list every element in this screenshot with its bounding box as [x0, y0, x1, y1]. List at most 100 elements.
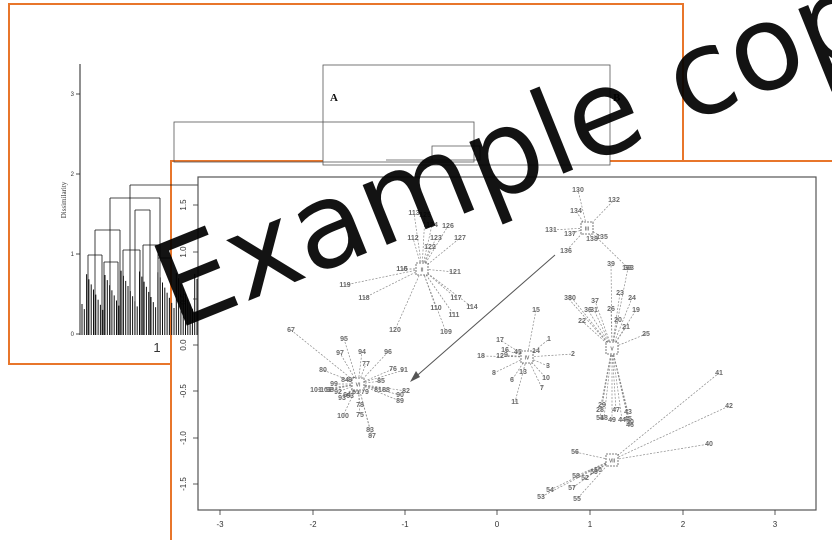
cluster-edge [493, 356, 528, 374]
node-label: 92 [334, 389, 342, 396]
cluster-edge [610, 263, 613, 349]
node-label: 4 [514, 349, 518, 356]
node-label: 117 [450, 295, 461, 302]
subfigure-inner-frame [173, 121, 475, 163]
node-label: 98 [326, 387, 334, 394]
node-label: 55 [573, 496, 581, 503]
node-label: 126 [442, 223, 454, 230]
node-label: 3 [546, 363, 550, 370]
node-label: 22 [578, 318, 586, 325]
node-label: 137 [564, 231, 576, 238]
node-label: 84 [341, 377, 349, 384]
cluster-edge [567, 297, 613, 349]
subfigure-label-b: B [613, 92, 621, 104]
node-label: 53 [537, 494, 545, 501]
cluster-edge [569, 227, 588, 235]
node-label: 122 [424, 244, 436, 251]
node-label: 49 [608, 417, 616, 424]
node-label: 134 [570, 208, 582, 215]
node-label: 94 [358, 349, 366, 356]
node-label: 60 [594, 467, 602, 474]
x-tick-label: 1 [588, 520, 593, 529]
cluster-center-box [415, 262, 429, 276]
x-tick-label: -1 [401, 520, 409, 529]
node-label: 15 [532, 307, 540, 314]
node-label: 76 [389, 366, 397, 373]
node-label: 138 [586, 236, 598, 243]
dendrogram-y-tick-label: 0 [71, 332, 75, 338]
node-label: 41 [715, 370, 723, 377]
cluster-edge [342, 383, 359, 417]
cluster-center-box [520, 350, 534, 364]
dendrogram-y-tick-label: 2 [71, 172, 75, 178]
y-tick-label: -0.5 [179, 384, 188, 398]
node-label: 48 [600, 415, 608, 422]
node-label: 36 [584, 307, 592, 314]
node-label: 43 [624, 409, 632, 416]
arrowhead [410, 371, 420, 382]
cluster-center-box [580, 221, 594, 235]
node-label: 12 [496, 353, 504, 360]
cluster-edge [611, 292, 621, 349]
node-label: 78 [356, 402, 364, 409]
node-label: 13 [519, 369, 527, 376]
node-label: 33 [624, 265, 632, 272]
node-label: 6 [510, 377, 514, 384]
node-label: 19 [632, 307, 640, 314]
node-label: 123 [430, 235, 442, 242]
node-label: 42 [725, 403, 733, 410]
x-tick-label: 0 [495, 520, 500, 529]
node-label: 79 [361, 389, 369, 396]
node-label: 95 [340, 336, 348, 343]
cluster-edge [526, 309, 537, 358]
node-label: 120 [389, 327, 401, 334]
y-tick-label: 0.5 [179, 293, 188, 305]
cluster-edge [357, 383, 407, 392]
node-label: 127 [454, 235, 466, 242]
node-label: 30 [568, 295, 576, 302]
node-label: 130 [572, 187, 584, 194]
node-label: 125 [419, 212, 431, 219]
cluster-edge [421, 237, 437, 270]
cluster-edge [575, 459, 613, 477]
node-label: 54 [546, 487, 554, 494]
dendrogram-figure: 3 2 1 0 Dissimilarity 1 A B [60, 64, 621, 355]
node-label: 7 [540, 385, 544, 392]
cluster-edge [339, 352, 359, 385]
node-label: 97 [336, 350, 344, 357]
cluster-edge [571, 297, 613, 349]
y-axis-ticks: 1.5 1.0 0.5 0.0 -0.5 -1.0 -1.5 [179, 199, 198, 491]
cluster-edge [290, 329, 359, 385]
node-label: 119 [339, 282, 350, 289]
node-label: 40 [705, 441, 713, 448]
cluster-center-label: II [421, 268, 424, 274]
x-tick-label: 3 [773, 520, 778, 529]
node-label: 112 [407, 235, 418, 242]
cluster-edge [611, 372, 720, 461]
y-tick-label: 0.0 [179, 339, 188, 351]
node-label: 50 [626, 419, 634, 426]
node-label: 59 [590, 469, 598, 476]
cluster-edge [526, 353, 574, 358]
node-label: 44 [618, 417, 626, 424]
cluster-edge [576, 459, 613, 500]
cluster-edge [611, 267, 629, 349]
cluster-edge [357, 383, 401, 396]
node-label: 64 [343, 392, 351, 399]
subfigure-a-frame [322, 64, 611, 166]
cluster-center-box [605, 453, 619, 467]
node-label: 45 [624, 416, 632, 423]
node-label: 111 [449, 312, 460, 319]
node-label: 25 [642, 331, 650, 338]
node-label: 63 [346, 393, 354, 400]
node-label: 10 [542, 375, 550, 382]
node-label: 77 [362, 361, 370, 368]
node-label: 18 [477, 353, 485, 360]
cluster-vi: 6795979496807776919910110298929384868581… [287, 327, 410, 440]
node-label: 24 [628, 295, 636, 302]
cluster-edge [611, 347, 631, 426]
